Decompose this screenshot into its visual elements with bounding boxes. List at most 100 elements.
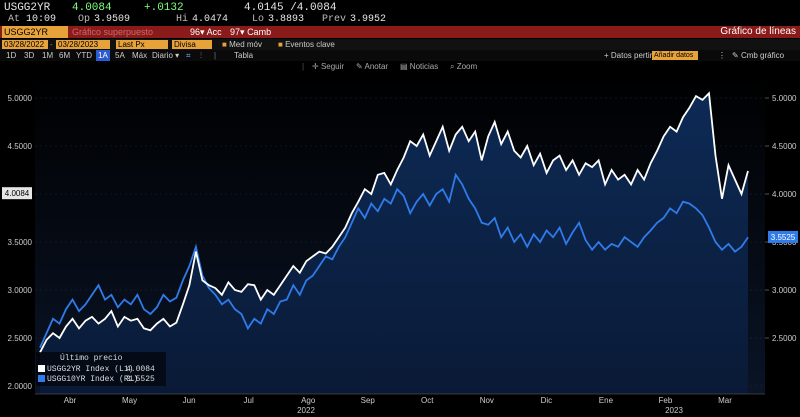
overlay-chart-label[interactable]: Gráfico superpuesto — [72, 27, 154, 37]
news-icon: ▤ — [400, 62, 408, 71]
x-label-ene: Ene — [599, 396, 614, 405]
period-ytd[interactable]: YTD — [76, 51, 92, 60]
legend-value-usgg2yr: 4.0084 — [126, 365, 155, 374]
low-value: 3.8893 — [268, 14, 305, 25]
open-label: Op — [78, 14, 91, 25]
period-bar: 1D 3D 1M 6M YTD 1A 5A Máx Diario ▾ ⌗ ⫶ |… — [0, 50, 800, 61]
chart-type-title: Gráfico de líneas — [720, 26, 796, 37]
area-usgg2yr — [40, 93, 748, 394]
x-label-abr: Abr — [64, 396, 77, 405]
date-separator: - — [50, 40, 53, 49]
edit-chart-label: Cmb gráfico — [740, 51, 785, 60]
legend-label-usgg2yr: USGG2YR Index (L1) — [47, 365, 134, 374]
change-label: Camb — [247, 27, 272, 37]
bar-chart-icon[interactable]: ⫶ — [200, 51, 202, 60]
data-per-button[interactable]: + Datos pertir — [604, 50, 652, 61]
actions-caret-icon: ▾ — [200, 27, 205, 37]
prev-value: 3.9952 — [350, 14, 387, 25]
left-tick-5: 4.5000 — [8, 142, 33, 151]
left-tick-6: 5.0000 — [8, 94, 33, 103]
x-label-oct: Oct — [421, 396, 434, 405]
period-6m[interactable]: 6M — [59, 51, 71, 60]
zoom-icon: ⌕ — [450, 62, 455, 71]
x-axis: Abr May Jun Jul Ago Sep Oct Nov Dic Ene Feb Mar 2022… — [35, 393, 765, 415]
news-label: Noticias — [409, 62, 439, 71]
last-price: 4.0084 — [72, 2, 112, 14]
period-max[interactable]: Máx — [132, 51, 148, 60]
change-caret-icon: ▾ — [240, 27, 245, 37]
last-tag-right-bg — [768, 230, 798, 243]
crosshair-icon: ✛ — [312, 62, 319, 71]
x-label-dic: Dic — [541, 396, 553, 405]
annotate-button[interactable]: ✎ Anotar — [356, 61, 388, 73]
quote-time: 10:09 — [26, 14, 57, 25]
start-date-field[interactable]: 03/28/2022 — [2, 40, 48, 49]
security-field[interactable]: USGG2YR Index — [2, 26, 68, 49]
change-menu[interactable]: 97▾ Camb — [230, 26, 271, 38]
toolbar-divider: | — [302, 62, 305, 71]
legend-value-usgg10yr: 3.5525 — [126, 375, 155, 384]
chart-settings-icon[interactable]: ⋮ — [718, 51, 726, 60]
currency-select[interactable]: Divisa local — [172, 40, 212, 58]
separator-icon: | — [214, 51, 217, 60]
legend-item-usgg2yr: USGG2YR Index (L1) — [38, 365, 133, 374]
moving-average-icon: ■ — [222, 40, 227, 49]
period-3d[interactable]: 3D — [24, 51, 35, 60]
key-events-toggle[interactable]: ■ Eventos clave — [278, 39, 335, 50]
last-tag-right: 3.5525 — [771, 233, 796, 242]
high-value: 4.0474 — [192, 14, 229, 25]
moving-average-toggle[interactable]: ■ Med móv — [222, 39, 262, 50]
period-1d[interactable]: 1D — [6, 51, 17, 60]
left-tick-3: 3.5000 — [8, 238, 33, 247]
high-label: Hi — [176, 14, 189, 25]
x-label-may: May — [122, 396, 137, 405]
key-events-icon: ■ — [278, 40, 283, 49]
moving-average-label: Med móv — [229, 40, 262, 49]
data-per-label: Datos pertir — [610, 51, 653, 60]
x-label-jul: Jul — [244, 396, 254, 405]
legend-swatch-usgg2yr — [38, 365, 45, 372]
line-chart-icon[interactable]: ⌗ — [186, 51, 191, 60]
plus-icon: + — [604, 51, 609, 60]
right-tick-4: 4.5000 — [772, 142, 797, 151]
bid-ask: 4.0145 /4.0084 — [244, 2, 337, 14]
series-usgg2yr — [39, 91, 749, 353]
edit-chart-button[interactable]: ✎ Cmb gráfico — [732, 50, 784, 61]
right-tick-3: 4.0000 — [772, 190, 797, 199]
add-data-input[interactable]: Añadir datos — [652, 51, 698, 60]
actions-num: 96 — [190, 27, 201, 37]
low-label: Lo — [252, 14, 265, 25]
right-tick-0: 2.5000 — [772, 334, 797, 343]
x-label-jun: Jun — [183, 396, 196, 405]
last-value-tags: 4.0084 3.5525 — [2, 187, 798, 243]
period-1a[interactable]: 1A — [96, 50, 110, 61]
pencil-icon: ✎ — [732, 51, 739, 60]
price-change: +.0132 — [144, 2, 184, 14]
frequency-select[interactable]: Diario ▾ — [152, 50, 179, 61]
frequency-caret-icon: ▾ — [175, 51, 180, 60]
at-label: At — [8, 14, 21, 25]
period-5a[interactable]: 5A — [115, 51, 125, 60]
zoom-button[interactable]: ⌕ Zoom — [450, 61, 477, 73]
field-select[interactable]: Last Px — [116, 40, 168, 49]
legend-label-usgg10yr: USGG10YR Index (R1) — [47, 375, 139, 384]
legend-title: Último precio — [60, 354, 123, 363]
period-1m[interactable]: 1M — [42, 51, 54, 60]
frequency-label: Diario — [152, 51, 173, 60]
year-label-1: 2023 — [665, 406, 683, 415]
end-date-field[interactable]: 03/28/2023 — [56, 40, 110, 49]
right-tick-5: 5.0000 — [772, 94, 797, 103]
legend-swatch-usgg10yr — [38, 375, 45, 382]
left-tick-1: 2.5000 — [8, 334, 33, 343]
quote-header: USGG2YR 4.0084 +.0132 4.0145 /4.0084 At … — [0, 0, 800, 26]
date-controls: 03/28/2022 - 03/28/2023 Last Px Divisa l… — [0, 39, 800, 58]
series-usgg10yr — [39, 172, 749, 348]
news-button[interactable]: ▤ Noticias — [400, 61, 438, 73]
line-chart[interactable]: 2.0000 2.5000 3.0000 3.5000 4.0000 4.5000 5.00… — [0, 74, 800, 417]
open-value: 3.9509 — [94, 14, 131, 25]
follow-button[interactable]: ✛ Seguir — [312, 61, 344, 73]
x-label-feb: Feb — [659, 396, 673, 405]
actions-menu[interactable]: 96▾ Acc — [190, 26, 222, 38]
table-button[interactable]: Tabla — [234, 51, 254, 60]
left-tick-0: 2.0000 — [8, 382, 33, 391]
